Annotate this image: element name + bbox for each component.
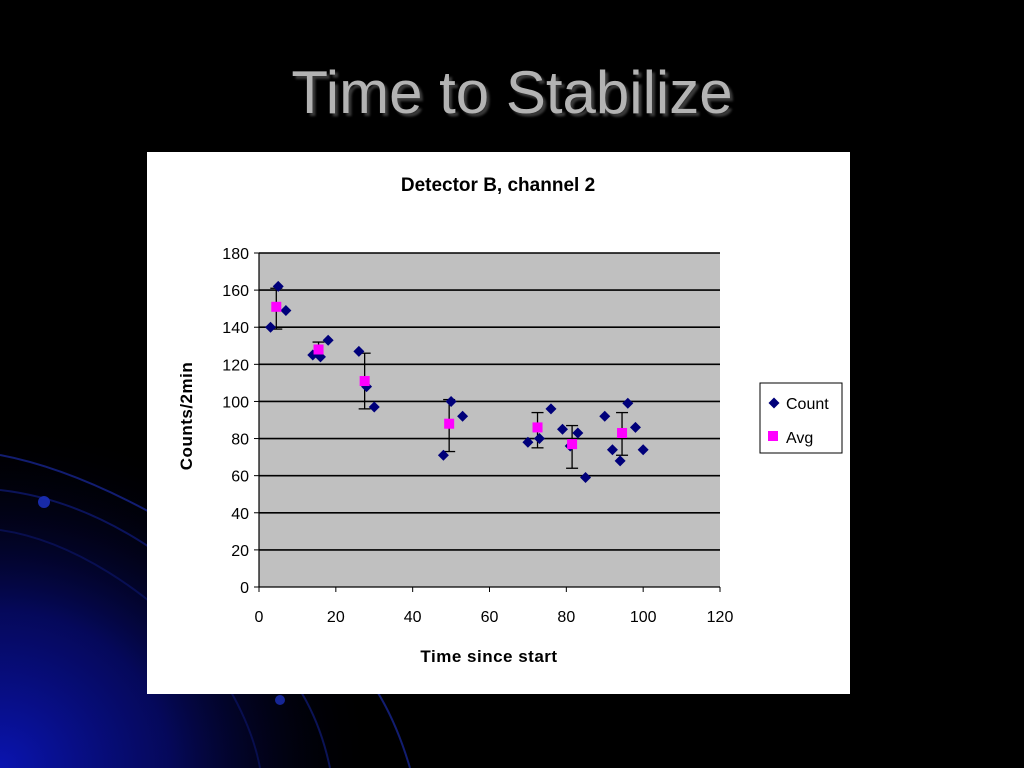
count-point bbox=[445, 395, 457, 407]
legend: Count Avg bbox=[759, 382, 843, 454]
y-tick-label: 180 bbox=[222, 246, 249, 263]
y-tick-label: 60 bbox=[231, 469, 249, 486]
count-point bbox=[629, 421, 641, 433]
y-tick-label: 160 bbox=[222, 283, 249, 300]
avg-point bbox=[532, 422, 543, 433]
legend-avg-label: Avg bbox=[786, 430, 813, 447]
count-point bbox=[272, 280, 284, 292]
count-point bbox=[265, 321, 277, 333]
legend-count-label: Count bbox=[786, 396, 829, 413]
count-point bbox=[545, 403, 557, 415]
avg-point bbox=[617, 427, 628, 438]
slide-title: Time to Stabilize bbox=[291, 59, 733, 126]
y-tick-label: 40 bbox=[231, 506, 249, 523]
count-point bbox=[580, 472, 592, 484]
count-point bbox=[533, 433, 545, 445]
y-tick-label: 100 bbox=[222, 394, 249, 411]
count-point bbox=[556, 423, 568, 435]
count-point bbox=[572, 427, 584, 439]
y-tick-label: 120 bbox=[222, 357, 249, 374]
scatter-chart: Detector B, channel 2 0 20 40 60 80 100 120 140… bbox=[177, 175, 843, 666]
count-point bbox=[599, 410, 611, 422]
legend-count-marker bbox=[768, 397, 780, 409]
data-markers bbox=[265, 280, 649, 484]
x-tick-label: 0 bbox=[255, 609, 264, 626]
count-point bbox=[614, 455, 626, 467]
count-point bbox=[606, 444, 618, 456]
y-tick-label: 80 bbox=[231, 432, 249, 449]
gridlines bbox=[259, 252, 720, 551]
y-axis-title: Counts/2min bbox=[177, 362, 196, 470]
count-point bbox=[637, 444, 649, 456]
count-point bbox=[437, 449, 449, 461]
y-tick-label: 0 bbox=[240, 580, 249, 597]
avg-point bbox=[359, 376, 370, 387]
count-point bbox=[280, 305, 292, 317]
count-point bbox=[368, 401, 380, 413]
avg-point bbox=[567, 439, 578, 450]
x-axis-title: Time since start bbox=[420, 647, 557, 666]
avg-point bbox=[313, 344, 324, 355]
x-tick-label: 60 bbox=[481, 609, 499, 626]
y-tick-label: 20 bbox=[231, 543, 249, 560]
axes: 0 20 40 60 80 100 120 140 160 180 0 20 40 60 80 100 120 bbox=[222, 246, 733, 626]
y-tick-label: 140 bbox=[222, 320, 249, 337]
x-tick-label: 80 bbox=[557, 609, 575, 626]
x-tick-label: 120 bbox=[707, 609, 734, 626]
x-tick-label: 20 bbox=[327, 609, 345, 626]
legend-box bbox=[759, 382, 843, 454]
count-point bbox=[522, 436, 534, 448]
x-tick-label: 40 bbox=[404, 609, 422, 626]
count-point bbox=[622, 397, 634, 409]
count-point bbox=[353, 345, 365, 357]
chart-panel: Detector B, channel 2 0 20 40 60 80 100 120 140… bbox=[147, 152, 850, 694]
count-point bbox=[322, 334, 334, 346]
avg-point bbox=[444, 418, 455, 429]
avg-point bbox=[271, 301, 282, 312]
count-point bbox=[457, 410, 469, 422]
x-tick-label: 100 bbox=[630, 609, 657, 626]
legend-avg-marker bbox=[768, 431, 778, 441]
chart-title: Detector B, channel 2 bbox=[401, 175, 595, 196]
plot-area bbox=[259, 253, 720, 587]
